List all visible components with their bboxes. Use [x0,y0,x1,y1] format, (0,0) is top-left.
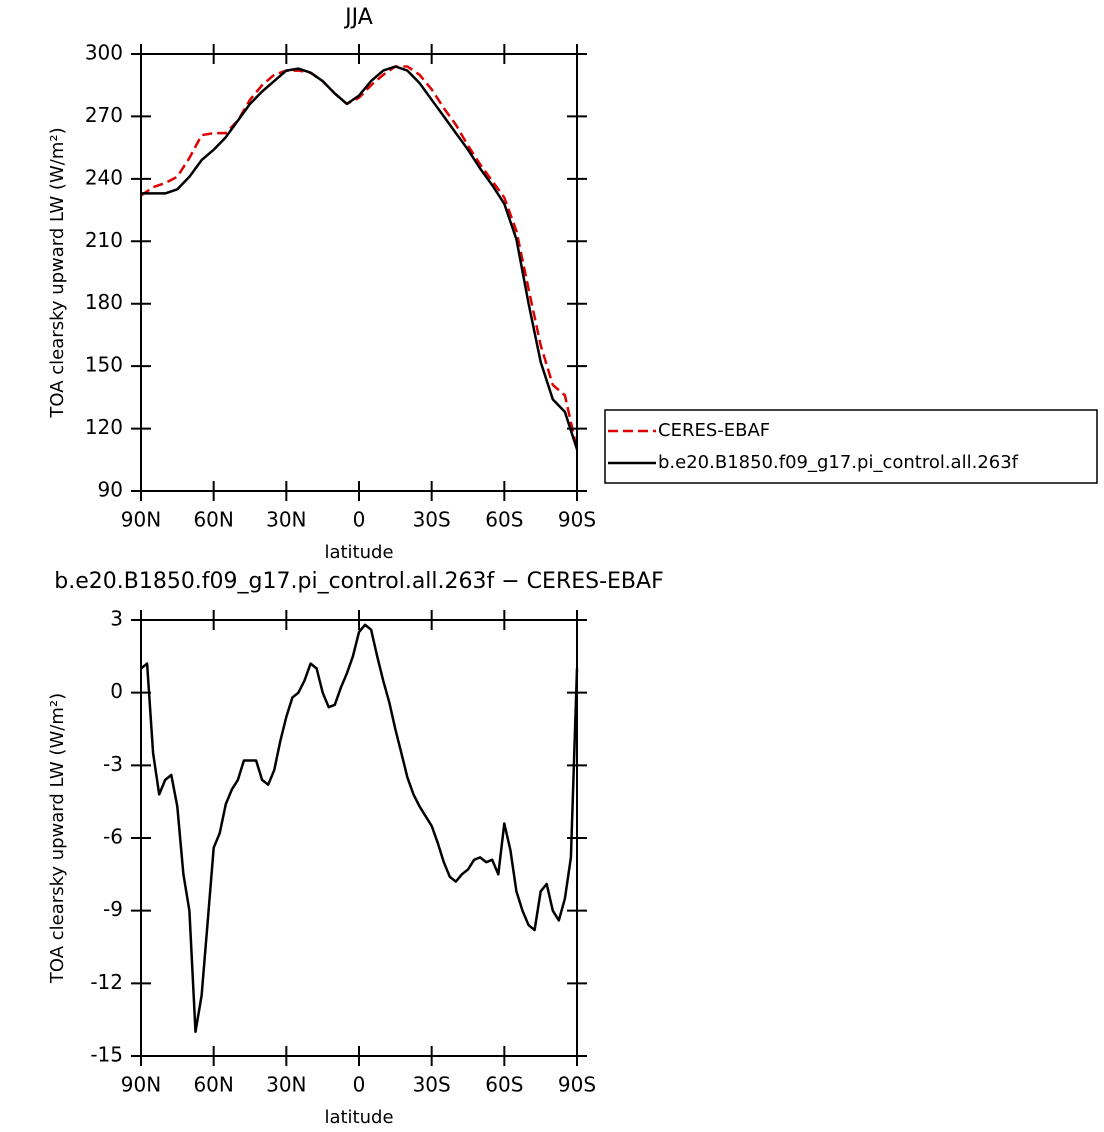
x-tick-label: 90S [558,508,596,532]
data-line [140,65,579,450]
x-axis-label: latitude [324,1107,393,1128]
x-tick-label: 60N [193,508,233,532]
x-tick-label: 30S [413,1073,451,1097]
data-line [140,623,579,1034]
y-tick-label: -15 [90,1043,123,1067]
y-tick-label: -6 [103,825,123,849]
y-tick-label: 90 [98,478,123,502]
plot-frame [140,619,578,1057]
x-tick-label: 0 [353,1073,366,1097]
legend-label: b.e20.B1850.f09_g17.pi_control.all.263f [658,452,1019,473]
y-tick-label: 3 [110,607,123,631]
x-axis-label: latitude [324,542,393,563]
y-tick-label: 300 [85,41,123,65]
x-tick-label: 30N [266,1073,306,1097]
x-tick-label: 60S [485,1073,523,1097]
y-tick-label: 0 [110,679,123,703]
y-tick-label: 210 [85,228,123,252]
x-tick-label: 90N [121,1073,161,1097]
chart-title: b.e20.B1850.f09_g17.pi_control.all.263f … [54,569,663,594]
x-tick-label: 60N [193,1073,233,1097]
legend-box [604,409,1098,484]
y-axis-label: TOA clearsky upward LW (W/m²) [47,693,68,984]
x-tick-label: 0 [353,508,366,532]
data-line [141,65,579,450]
legend-label: CERES-EBAF [658,420,770,441]
plot-frame [140,53,578,492]
x-tick-label: 60S [485,508,523,532]
y-tick-label: -3 [103,752,123,776]
x-tick-label: 90N [121,508,161,532]
chart-title: JJA [343,5,373,30]
y-tick-label: 180 [85,290,123,314]
x-tick-label: 30S [413,508,451,532]
y-tick-label: 240 [85,165,123,189]
y-tick-label: 150 [85,353,123,377]
y-tick-label: 120 [85,415,123,439]
y-tick-label: -12 [90,970,123,994]
x-tick-label: 30N [266,508,306,532]
y-tick-label: -9 [103,897,123,921]
y-tick-label: 270 [85,103,123,127]
y-axis-label: TOA clearsky upward LW (W/m²) [47,127,68,418]
x-tick-label: 90S [558,1073,596,1097]
